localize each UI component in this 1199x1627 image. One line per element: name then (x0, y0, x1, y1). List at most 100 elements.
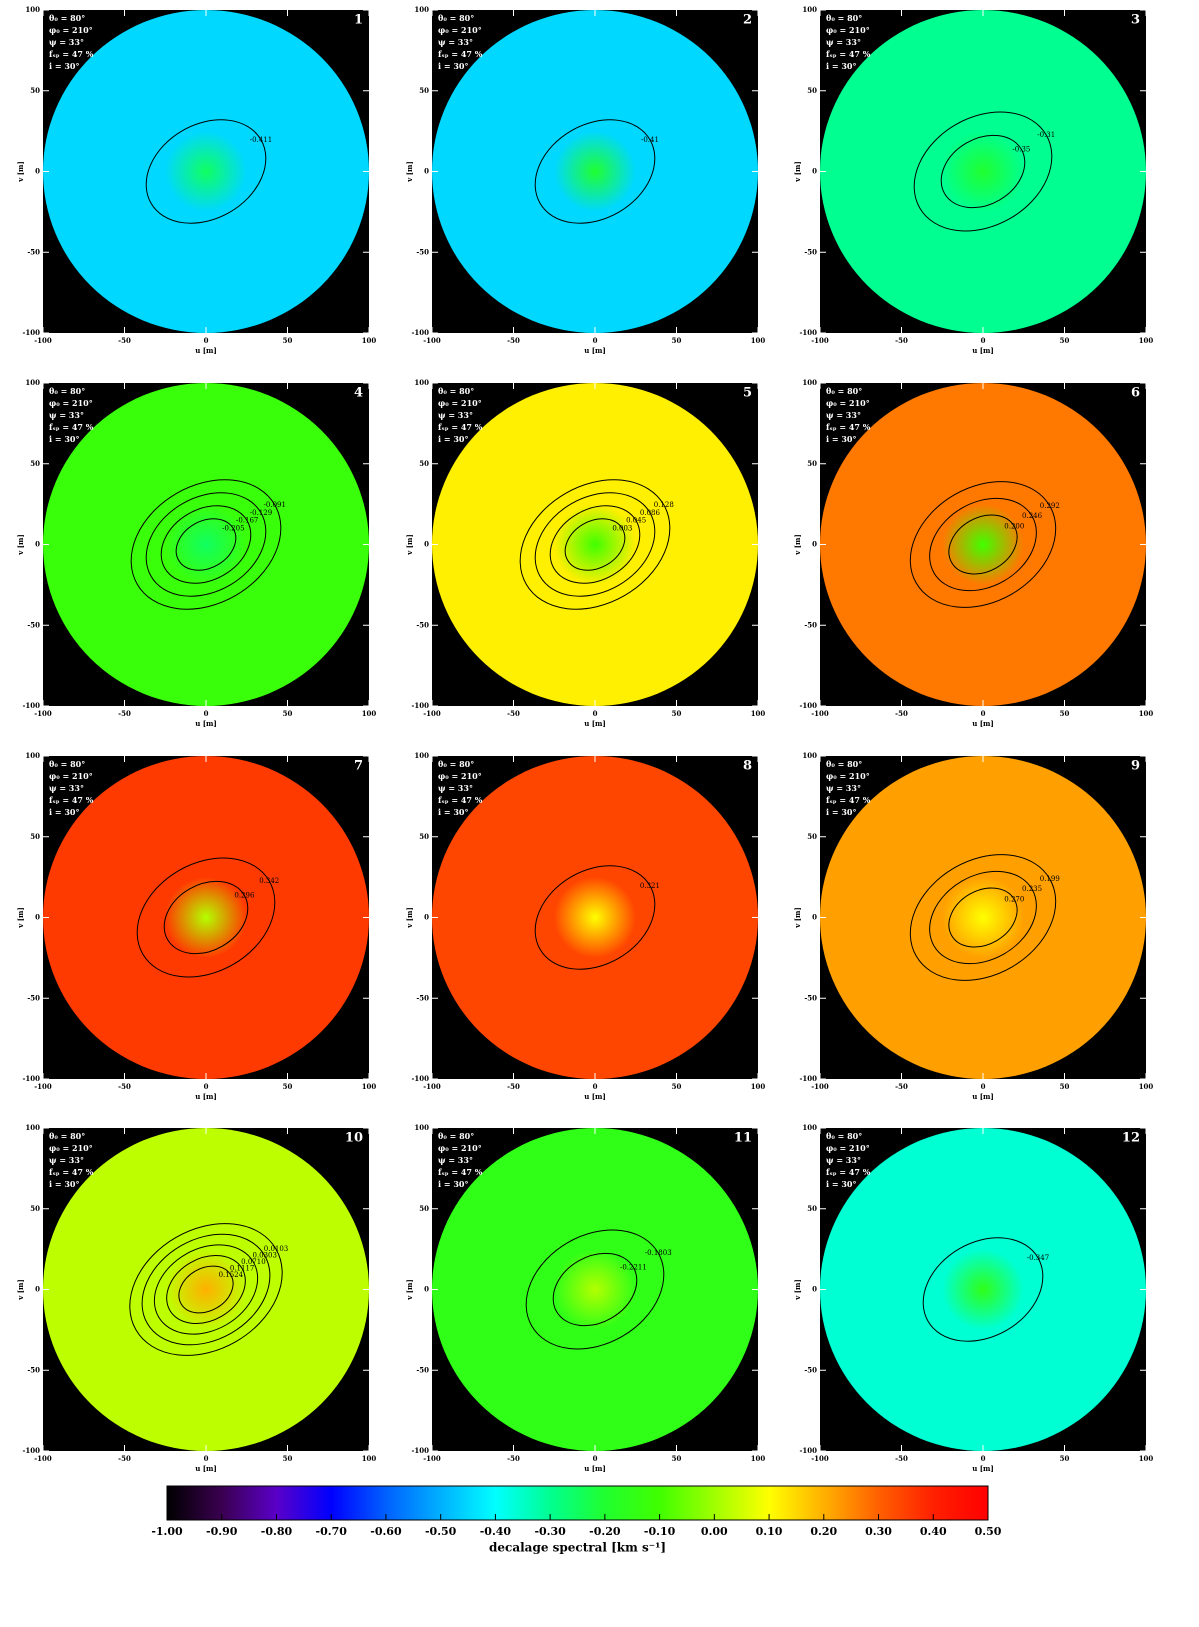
y-tick-label: 0 (812, 540, 817, 549)
contour-label: 0.0710 (241, 1258, 266, 1266)
x-tick-label: -50 (507, 709, 520, 718)
x-tick-label: -50 (118, 1082, 131, 1091)
x-tick-label: 0 (981, 336, 986, 345)
y-tick-label: -50 (27, 993, 40, 1002)
contour-line (166, 1254, 246, 1325)
y-tick-label: -100 (22, 1074, 40, 1083)
colorbar-tick-label: 0.10 (756, 1525, 783, 1538)
y-tick-label: -50 (804, 993, 817, 1002)
parameter: i = 30° (49, 1179, 79, 1189)
y-tick-label: -100 (22, 328, 40, 337)
parameter: ψ = 33° (49, 783, 84, 793)
contour-line (929, 870, 1037, 965)
x-tick-label: 0 (204, 336, 209, 345)
contour-label: 0.0303 (252, 1252, 277, 1260)
y-tick-label: 100 (414, 378, 429, 387)
y-tick-label: 50 (30, 86, 40, 95)
x-tick-label: 50 (283, 1082, 293, 1091)
disk (43, 383, 369, 706)
x-axis-label: u [m] (972, 719, 994, 728)
y-tick-label: 100 (414, 751, 429, 760)
parameter: θ₀ = 80° (826, 386, 862, 396)
panel-number: 10 (345, 1131, 363, 1146)
y-tick-label: 100 (25, 5, 40, 14)
colorbar-label: decalage spectral [km s⁻¹] (489, 1541, 666, 1555)
contour-label: 0.270 (1004, 895, 1024, 903)
parameter: fₛₚ = 47 % (826, 1167, 871, 1177)
disk (432, 1128, 758, 1451)
x-tick-label: -100 (423, 336, 441, 345)
y-tick-label: -50 (804, 247, 817, 256)
contour-label: 0.199 (1040, 875, 1060, 883)
y-tick-label: -100 (411, 328, 429, 337)
y-tick-label: 50 (419, 832, 429, 841)
contour-label: 0.1117 (230, 1265, 255, 1273)
contour-label: 0.086 (640, 509, 661, 517)
x-tick-label: -100 (811, 1082, 829, 1091)
parameter: fₛₚ = 47 % (438, 422, 483, 432)
disk (820, 756, 1146, 1079)
parameter: θ₀ = 80° (49, 759, 85, 769)
contour-line (141, 1233, 271, 1346)
parameter: φ₀ = 210° (49, 398, 93, 408)
panel-number: 8 (743, 759, 752, 774)
y-tick-label: 0 (35, 1285, 40, 1294)
parameter: ψ = 33° (49, 37, 84, 47)
x-tick-label: -100 (34, 336, 52, 345)
parameter: i = 30° (826, 61, 856, 71)
x-tick-label: 0 (981, 709, 986, 718)
parameter: ψ = 33° (438, 410, 473, 420)
y-tick-label: 0 (424, 1285, 429, 1294)
y-tick-label: 100 (802, 5, 817, 14)
x-tick-label: 100 (362, 336, 377, 345)
contour-label: 0.003 (612, 525, 632, 533)
colorbar-tick-label: -0.60 (370, 1525, 402, 1538)
x-axis-label: u [m] (195, 1464, 217, 1473)
parameter: θ₀ = 80° (826, 1131, 862, 1141)
x-tick-label: 100 (1139, 336, 1154, 345)
contour-label: -0.129 (250, 509, 272, 517)
contour-line (909, 854, 1057, 981)
contour-line (534, 492, 656, 597)
panel-number: 5 (743, 386, 752, 401)
contour-line (948, 887, 1018, 948)
contour-line (175, 518, 237, 571)
parameter: i = 30° (438, 807, 468, 817)
colorbar-tick-label: -0.20 (589, 1525, 621, 1538)
parameter: φ₀ = 210° (438, 25, 482, 35)
x-tick-label: -100 (811, 1454, 829, 1463)
contour-label: 0.200 (1004, 522, 1024, 530)
parameter: fₛₚ = 47 % (49, 422, 94, 432)
y-axis-label: v [m] (405, 161, 414, 183)
contour-line (534, 865, 656, 970)
parameter: θ₀ = 80° (49, 1131, 85, 1141)
x-tick-label: 50 (1060, 1454, 1070, 1463)
x-tick-label: -50 (507, 1454, 520, 1463)
disk (432, 10, 758, 333)
y-tick-label: 0 (35, 540, 40, 549)
contour-label: -0.41 (641, 136, 659, 144)
panel-number: 3 (1131, 13, 1140, 28)
y-tick-label: -50 (416, 1365, 429, 1374)
x-tick-label: 100 (751, 336, 766, 345)
panel-number: 2 (743, 13, 752, 28)
y-tick-label: 50 (807, 832, 817, 841)
contour-label: -0.2211 (620, 1263, 647, 1271)
y-tick-label: 100 (802, 1123, 817, 1132)
y-tick-label: 100 (25, 1123, 40, 1132)
parameter: i = 30° (438, 434, 468, 444)
x-tick-label: 100 (1139, 1454, 1154, 1463)
contour-line (129, 1223, 283, 1356)
x-tick-label: -100 (811, 709, 829, 718)
parameter: ψ = 33° (826, 37, 861, 47)
parameter: φ₀ = 210° (826, 398, 870, 408)
y-tick-label: -100 (22, 701, 40, 710)
disk (43, 1128, 369, 1451)
x-tick-label: -50 (118, 1454, 131, 1463)
y-axis-label: v [m] (793, 907, 802, 929)
panel-number: 7 (354, 759, 363, 774)
colorbar-tick-label: -0.10 (644, 1525, 676, 1538)
parameter: φ₀ = 210° (49, 1143, 93, 1153)
x-tick-label: 0 (593, 709, 598, 718)
y-tick-label: 50 (807, 459, 817, 468)
